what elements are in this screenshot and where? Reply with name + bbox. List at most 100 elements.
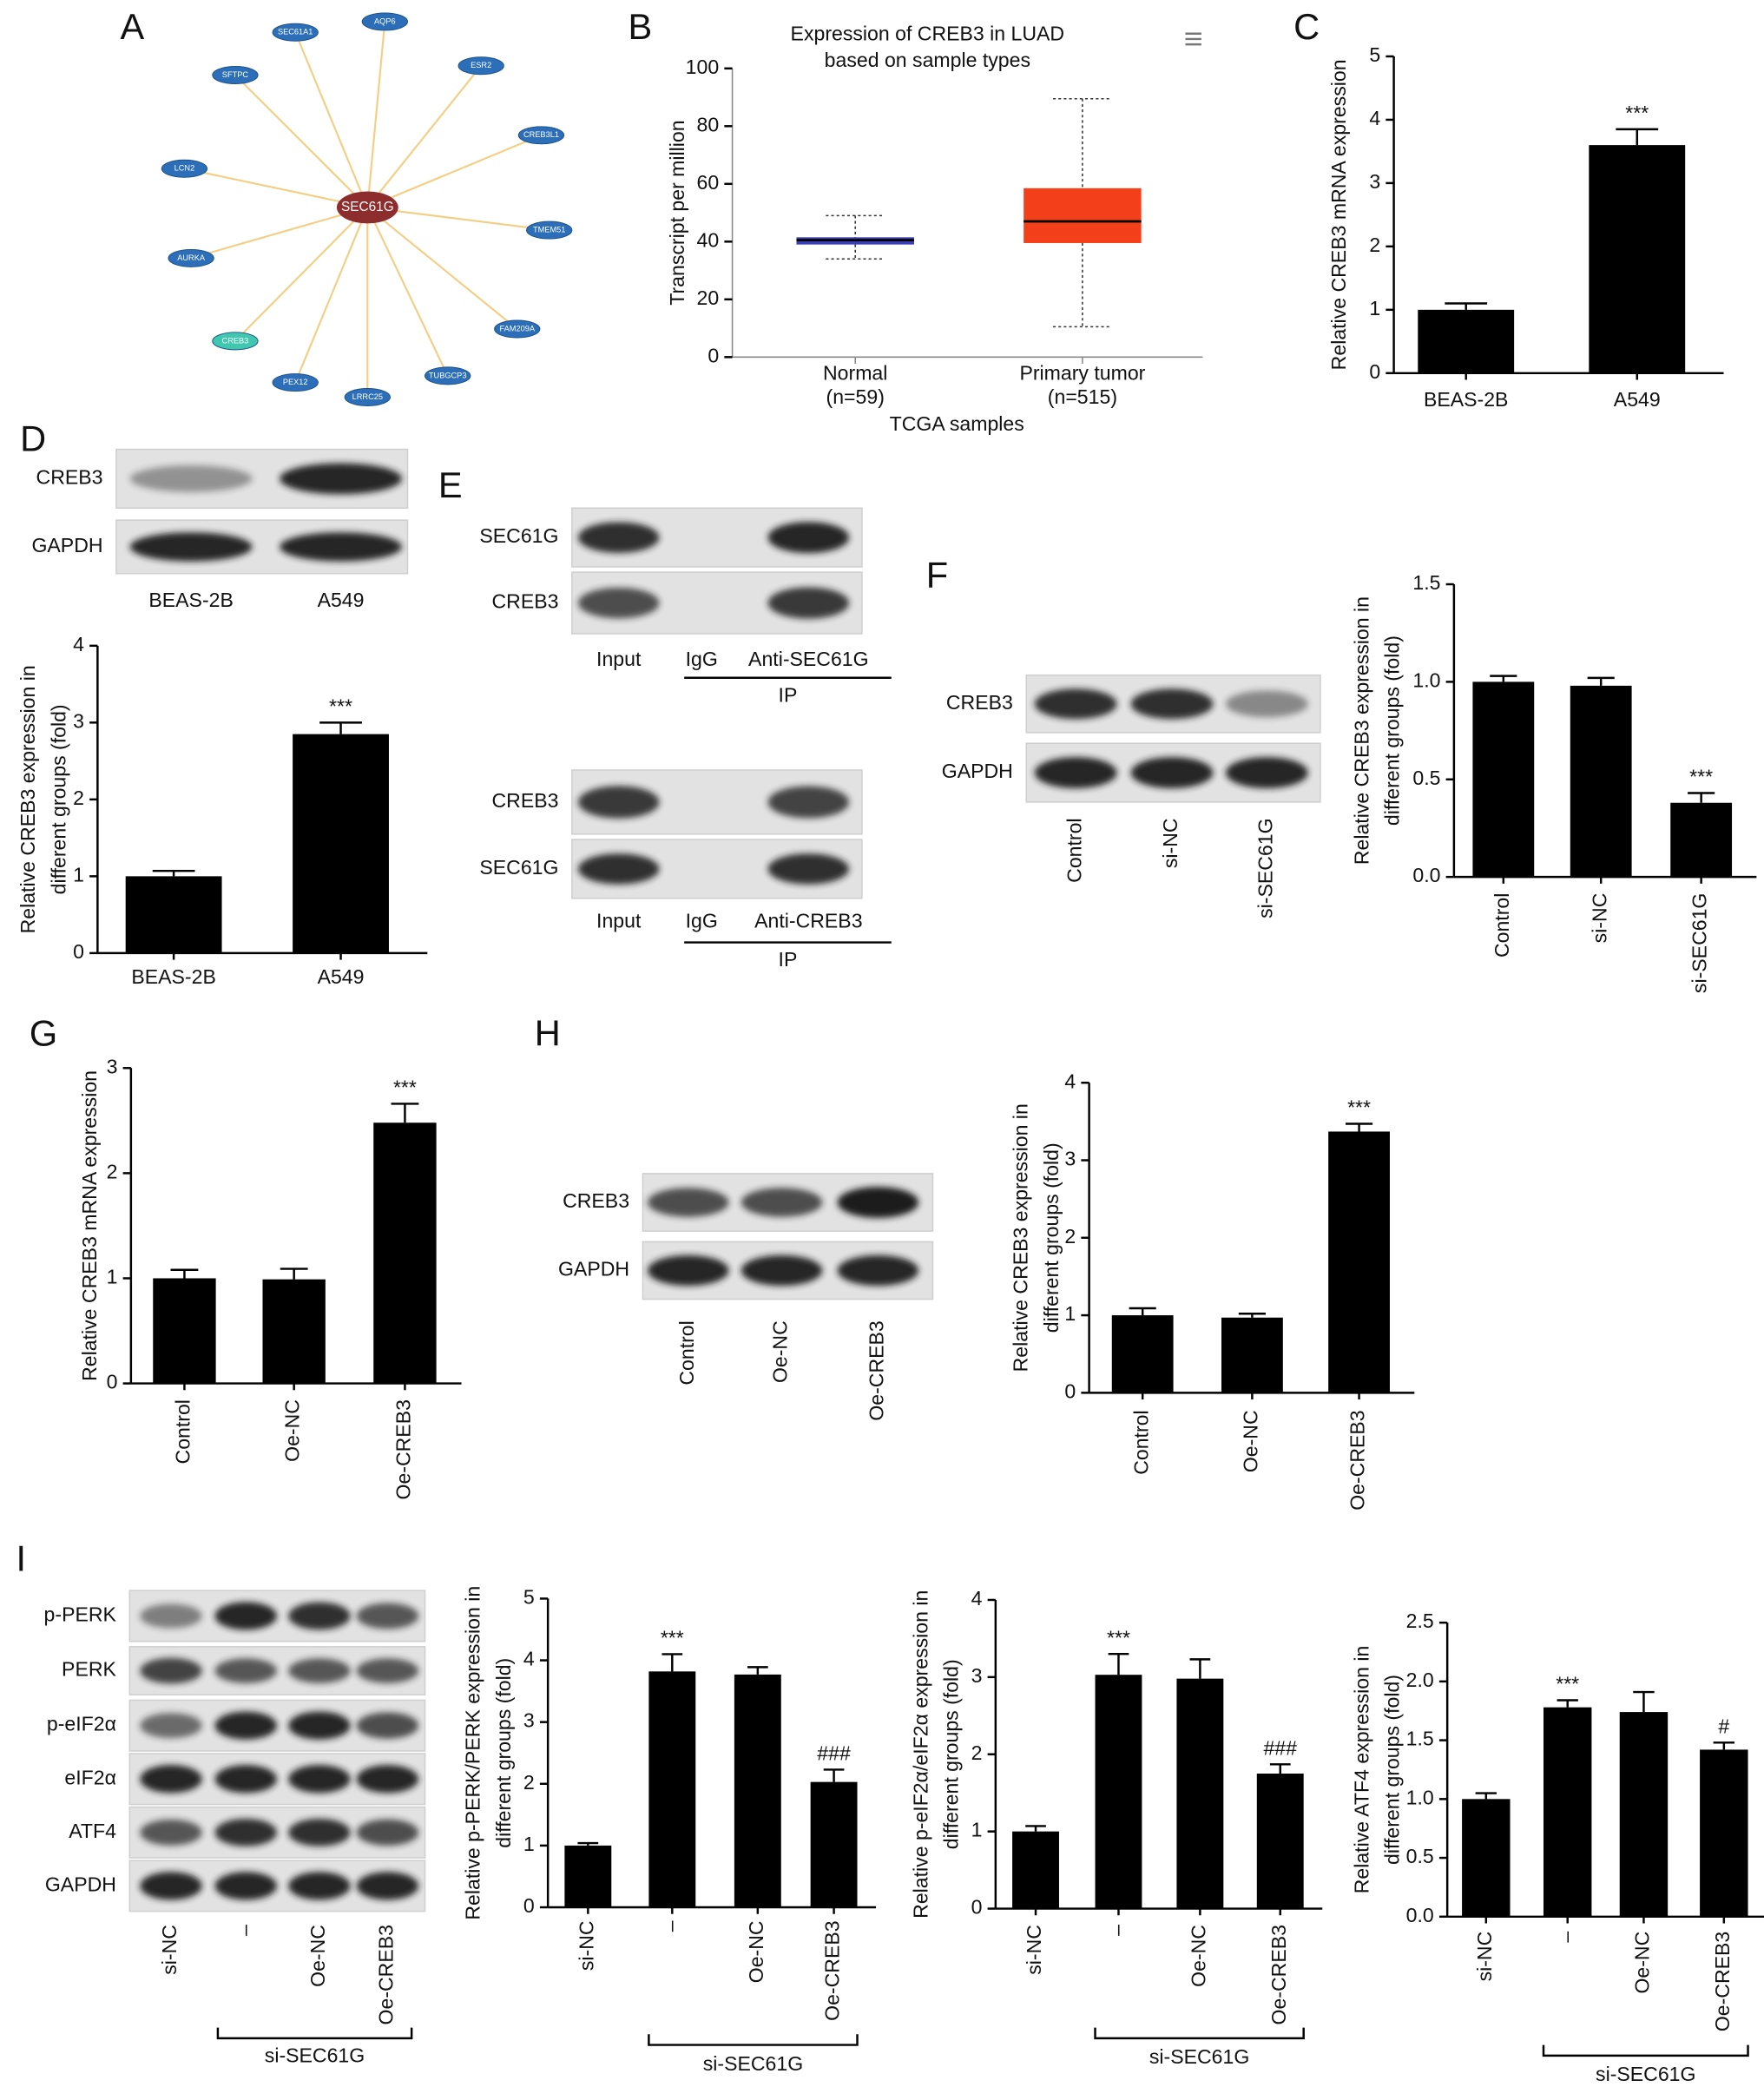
x-tick-label: Primary tumor	[1019, 361, 1145, 384]
blot-band	[577, 853, 660, 885]
blot-band	[740, 1188, 823, 1217]
blot-row-label: p-eIF2α	[47, 1713, 116, 1735]
network-node	[168, 248, 214, 267]
blot-lane-label: IgG	[686, 910, 718, 932]
x-tick-label: Oe-NC	[1240, 1410, 1262, 1472]
x-tick-label: Oe-CREB3	[821, 1920, 844, 2020]
y-tick-label: 0.0	[1412, 864, 1440, 886]
group-bracket	[648, 2034, 859, 2046]
significance-label: ***	[393, 1076, 417, 1099]
bar	[125, 876, 222, 953]
network-node-label: ESR2	[471, 61, 491, 69]
blot-band	[356, 1765, 419, 1794]
y-tick-label: 3	[107, 1055, 118, 1077]
y-axis-label: Relative p-PERK/PERK expression in	[462, 1586, 484, 1920]
y-tick-label: 0	[1064, 1379, 1076, 1402]
network-node-label: TUBGCP3	[429, 371, 467, 379]
blot-band	[837, 1187, 919, 1218]
y-axis-label: Relative p-eIF2α/eIF2α expression in	[909, 1590, 931, 1919]
x-tick-label: Normal	[823, 361, 887, 384]
significance-label: ###	[1263, 1736, 1297, 1759]
y-tick-label: 2	[107, 1160, 118, 1182]
blot-band	[214, 1711, 277, 1740]
y-tick-label: 4	[1064, 1070, 1076, 1092]
bar	[648, 1671, 696, 1908]
bar	[810, 1781, 858, 1908]
significance-label: ***	[1689, 766, 1713, 788]
y-tick-label: 0	[523, 1894, 535, 1917]
y-axis-label: different groups (fold)	[1381, 1675, 1404, 1865]
x-tick-label: si-NC	[575, 1920, 597, 1971]
network-node-label: AQP6	[374, 16, 396, 25]
blot-band	[288, 1711, 351, 1740]
error-bar	[1557, 1699, 1578, 1708]
group-label: si-SEC61G	[1149, 2045, 1249, 2068]
blot-band	[740, 1254, 823, 1287]
error-bar	[1189, 1658, 1211, 1679]
x-axis-label: TCGA samples	[890, 412, 1024, 435]
error-bar	[1445, 302, 1488, 310]
blot-band	[288, 1658, 351, 1683]
network-edge	[366, 134, 542, 208]
network-node	[361, 12, 408, 31]
x-tick-label: si-NC	[1588, 893, 1610, 944]
y-tick-label: 60	[697, 171, 720, 194]
significance-label: ***	[1556, 1673, 1579, 1695]
blot-band	[1034, 688, 1117, 720]
network-edge	[366, 65, 483, 208]
network-node-label: LRRC25	[352, 392, 383, 401]
bar	[1670, 802, 1733, 878]
blot-row-label: GAPDH	[45, 1873, 116, 1895]
blot-lane-label: BEAS-2B	[148, 589, 234, 611]
x-tick-label: –	[1555, 1932, 1577, 1943]
y-tick-label: 3	[73, 709, 84, 732]
y-tick-label: 2.0	[1406, 1669, 1434, 1691]
blot-band	[577, 522, 660, 553]
y-tick-label: 0.5	[1406, 1845, 1434, 1867]
x-tick-label: Oe-CREB3	[1267, 1925, 1290, 2024]
error-bar	[1475, 1792, 1497, 1800]
y-tick-label: 1	[1369, 297, 1380, 319]
error-bar	[1129, 1307, 1156, 1316]
error-bar	[1490, 675, 1517, 682]
blot-band	[1130, 757, 1214, 789]
blot-band	[129, 465, 253, 492]
blot-band	[356, 1603, 419, 1629]
blot-band	[648, 1188, 729, 1217]
blot-band	[1225, 757, 1308, 789]
group-bracket	[1094, 2027, 1305, 2040]
network-edge	[294, 31, 369, 208]
blot-lane-label: Oe-CREB3	[375, 1925, 398, 2024]
network-node-label: SFTPC	[222, 70, 249, 79]
y-tick-label: 3	[971, 1664, 983, 1687]
network-node	[212, 66, 259, 84]
blot-band	[280, 463, 403, 495]
blot-row-label: CREB3	[946, 691, 1013, 714]
y-tick-label: 0	[971, 1896, 983, 1919]
bar	[1176, 1678, 1224, 1909]
blot-band	[1225, 690, 1308, 718]
blot-band	[214, 1872, 277, 1900]
network-edge	[294, 207, 369, 383]
blot-lane-label: Oe-NC	[769, 1320, 792, 1383]
bar	[1544, 1707, 1592, 1917]
y-axis-label: Relative CREB3 expression in	[1350, 596, 1372, 865]
y-axis-label: Relative CREB3 mRNA expression	[1327, 59, 1350, 370]
network-node	[526, 221, 573, 240]
error-bar	[1238, 1313, 1266, 1318]
x-tick-label: BEAS-2B	[131, 965, 216, 988]
blot-band	[767, 587, 850, 619]
blot-band	[140, 1603, 202, 1629]
bar	[564, 1845, 612, 1908]
significance-label: ###	[817, 1742, 851, 1765]
bar	[1619, 1712, 1669, 1917]
y-axis-label: Transcript per million	[666, 120, 688, 305]
bar	[734, 1674, 781, 1908]
blot-band	[767, 853, 850, 885]
y-tick-label: 5	[523, 1586, 535, 1609]
error-bar	[1025, 1825, 1046, 1832]
blot-band	[356, 1872, 419, 1900]
blot-band	[140, 1819, 202, 1846]
panel-label: D	[20, 418, 46, 458]
error-bar	[577, 1841, 599, 1846]
